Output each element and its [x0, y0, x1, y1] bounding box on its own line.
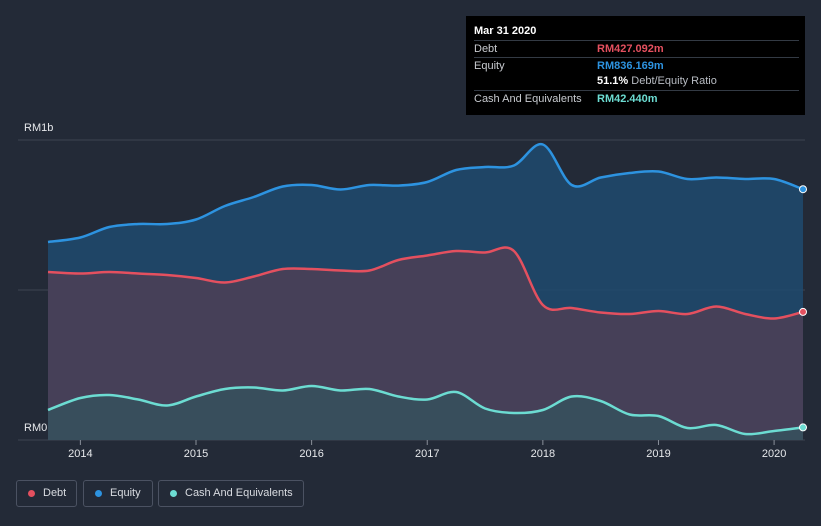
y-axis-bottom-label: RM0 [24, 422, 48, 434]
cash-area [48, 386, 803, 440]
legend-cash[interactable]: Cash And Equivalents [158, 480, 304, 507]
tooltip: Mar 31 2020 Debt RM427.092m Equity RM836… [466, 16, 805, 115]
tooltip-ratio-value: 51.1% [597, 75, 629, 87]
legend-equity-dot-icon [95, 490, 102, 497]
cash-endpoint [799, 423, 807, 432]
tooltip-debt-value: RM427.092m [597, 43, 664, 55]
legend-equity-label: Equity [110, 487, 141, 499]
debt-line [47, 246, 804, 320]
x-tick-label: 2017 [415, 448, 439, 460]
debt-endpoint [799, 307, 807, 316]
legend-cash-dot-icon [170, 490, 177, 497]
tooltip-row-debt: Debt RM427.092m [474, 40, 799, 57]
tooltip-cash-label: Cash And Equivalents [474, 93, 582, 105]
tooltip-debt-label: Debt [474, 43, 498, 55]
tooltip-date: Mar 31 2020 [474, 25, 537, 37]
y-axis-top-label: RM1b [24, 122, 54, 134]
tooltip-ratio: 51.1% Debt/Equity Ratio [597, 75, 717, 87]
tooltip-equity-value: RM836.169m [597, 60, 664, 72]
x-tick-label: 2019 [646, 448, 670, 460]
cash-line [47, 384, 804, 436]
x-tick-label: 2016 [299, 448, 323, 460]
legend-equity[interactable]: Equity [83, 480, 153, 507]
tooltip-row-equity: Equity RM836.169m [474, 57, 799, 74]
tooltip-ratio-label: Debt/Equity Ratio [631, 75, 717, 87]
x-tick-label: 2020 [762, 448, 786, 460]
x-tick-label: 2014 [68, 448, 92, 460]
x-tick-label: 2015 [184, 448, 208, 460]
x-tick-label: 2018 [531, 448, 555, 460]
legend-cash-label: Cash And Equivalents [185, 487, 293, 499]
legend-debt[interactable]: Debt [16, 480, 77, 507]
legend-debt-dot-icon [28, 490, 35, 497]
equity-line [47, 143, 804, 244]
equity-endpoint [799, 185, 807, 194]
legend-debt-label: Debt [43, 487, 67, 499]
tooltip-cash-value: RM42.440m [597, 93, 658, 105]
tooltip-row-cash: Cash And Equivalents RM42.440m [474, 90, 799, 107]
tooltip-row-ratio: 51.1% Debt/Equity Ratio [474, 73, 799, 89]
tooltip-equity-label: Equity [474, 60, 505, 72]
